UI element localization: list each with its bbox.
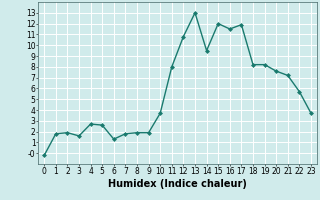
- X-axis label: Humidex (Indice chaleur): Humidex (Indice chaleur): [108, 179, 247, 189]
